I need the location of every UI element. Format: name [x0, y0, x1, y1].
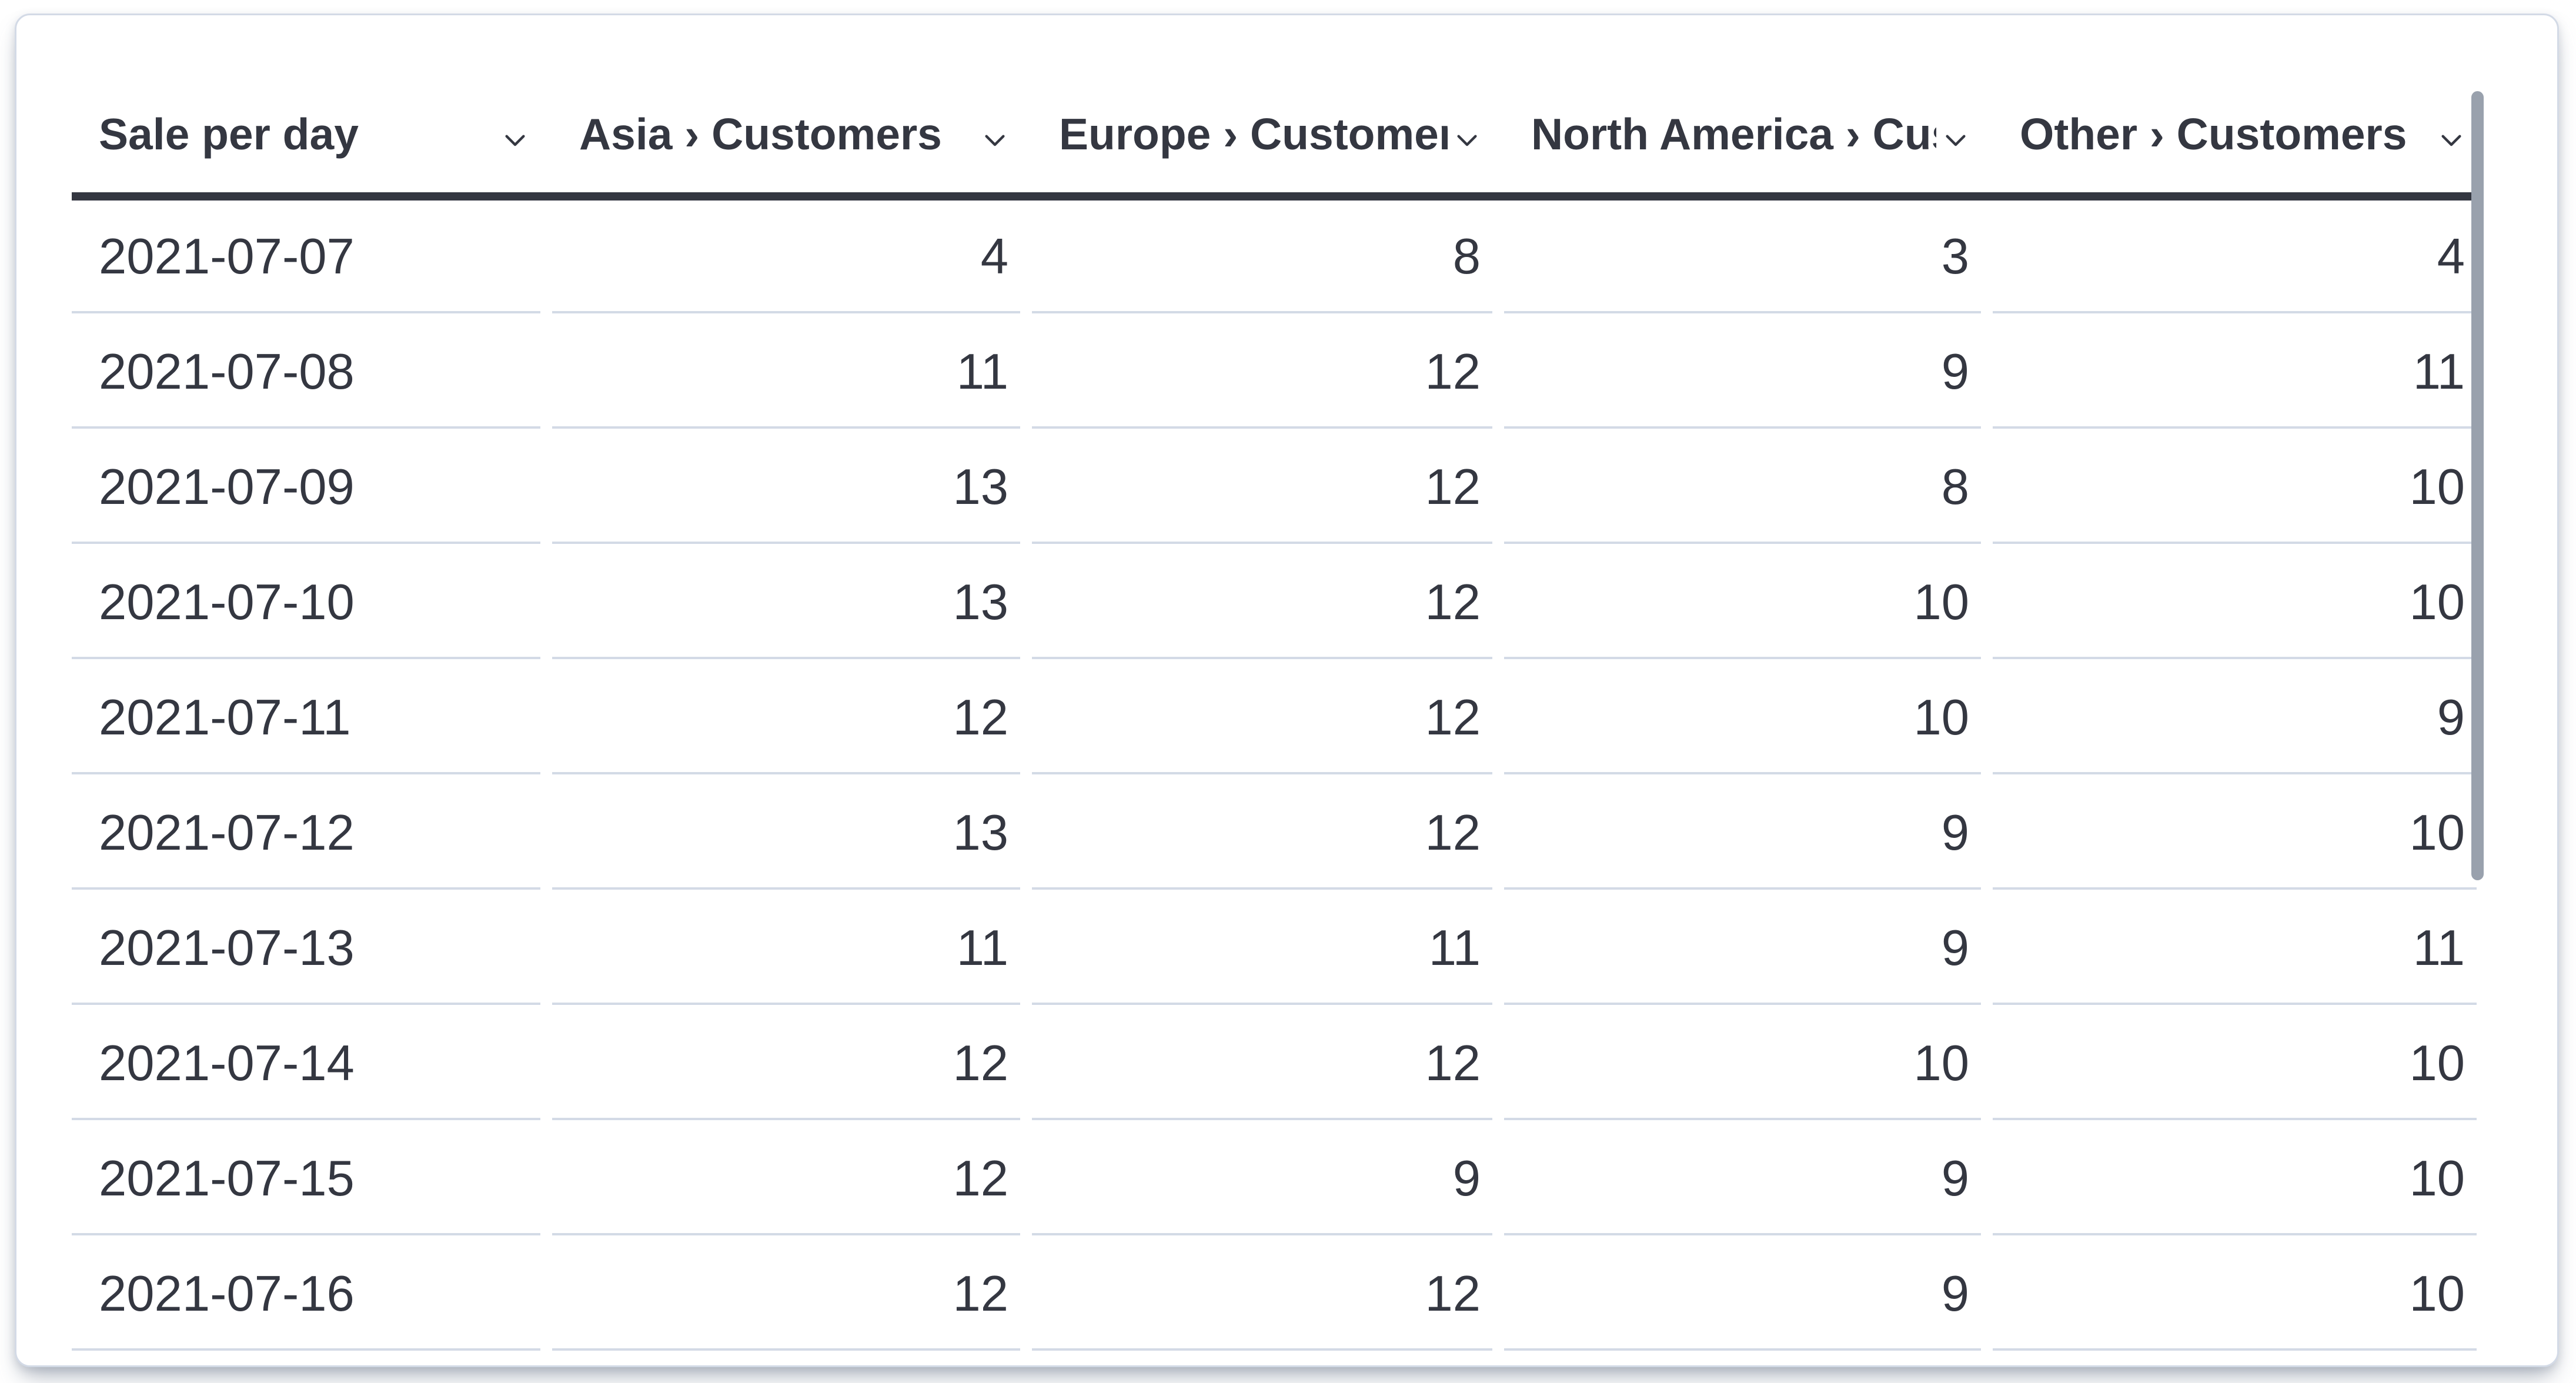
table-row: 2021-07-12 13 12 9 10	[72, 777, 2477, 892]
chevron-down-icon[interactable]	[502, 126, 529, 153]
table-cell-europe: 12	[1032, 777, 1492, 890]
table-cell-asia: 4	[552, 201, 1020, 313]
table-cell-other: 9	[1993, 662, 2477, 774]
column-header-label: Sale per day	[99, 109, 359, 159]
table-cell-other: 4	[1993, 201, 2477, 313]
table-cell-date: 2021-07-14	[72, 1007, 540, 1120]
table-cell-date: 2021-07-16	[72, 1238, 540, 1351]
table-cell-other: 11	[1993, 316, 2477, 429]
table-cell-date: 2021-07-13	[72, 892, 540, 1005]
table-cell-asia: 12	[552, 1238, 1020, 1351]
table-cell-north_america: 8	[1504, 431, 1981, 544]
chevron-down-icon[interactable]	[1942, 126, 1969, 153]
table-header-row: Sale per day Asia › Customers Europe › C…	[72, 15, 2477, 201]
column-header-europe-customers[interactable]: Europe › Customers	[1032, 108, 1492, 192]
table-cell-north_america: 9	[1504, 316, 1981, 429]
table-cell-other: 11	[1993, 892, 2477, 1005]
table-cell-asia: 13	[552, 777, 1020, 890]
table-cell-asia: 11	[552, 892, 1020, 1005]
table-cell-date: 2021-07-08	[72, 316, 540, 429]
table-cell-asia: 13	[552, 431, 1020, 544]
table-cell-other: 10	[1993, 546, 2477, 659]
table-cell-north_america: 3	[1504, 201, 1981, 313]
table-cell-asia: 11	[552, 316, 1020, 429]
table-body: 2021-07-07 4 8 3 4 2021-07-08 11 12 9 11 2021-07-0…	[72, 201, 2477, 1353]
table-cell-europe: 11	[1032, 892, 1492, 1005]
column-header-sale-per-day[interactable]: Sale per day	[72, 108, 540, 192]
table-cell-north_america: 10	[1504, 546, 1981, 659]
table-cell-europe: 12	[1032, 1238, 1492, 1351]
table-cell-europe: 9	[1032, 1123, 1492, 1235]
vertical-scrollbar-thumb[interactable]	[2471, 91, 2484, 880]
table-cell-europe: 12	[1032, 546, 1492, 659]
column-header-label: Other › Customers	[2020, 109, 2407, 159]
data-table: Sale per day Asia › Customers Europe › C…	[72, 15, 2477, 1353]
table-row: 2021-07-15 12 9 9 10	[72, 1123, 2477, 1238]
table-cell-asia: 12	[552, 1007, 1020, 1120]
table-cell-date: 2021-07-12	[72, 777, 540, 890]
table-row: 2021-07-14 12 12 10 10	[72, 1007, 2477, 1123]
chevron-down-icon[interactable]	[981, 126, 1008, 153]
table-cell-north_america: 9	[1504, 892, 1981, 1005]
table-cell-date: 2021-07-07	[72, 201, 540, 313]
table-row: 2021-07-11 12 12 10 9	[72, 662, 2477, 777]
table-cell-north_america: 9	[1504, 777, 1981, 890]
table-row: 2021-07-09 13 12 8 10	[72, 431, 2477, 546]
table-cell-north_america: 9	[1504, 1123, 1981, 1235]
column-header-label: Europe › Customers	[1059, 109, 1448, 159]
column-header-north-america-customers[interactable]: North America › Customers	[1504, 108, 1981, 192]
column-header-other-customers[interactable]: Other › Customers	[1993, 108, 2477, 192]
table-row: 2021-07-08 11 12 9 11	[72, 316, 2477, 431]
table-cell-date: 2021-07-09	[72, 431, 540, 544]
table-cell-asia: 13	[552, 546, 1020, 659]
table-cell-europe: 12	[1032, 1007, 1492, 1120]
table-cell-north_america: 10	[1504, 1007, 1981, 1120]
table-cell-north_america: 10	[1504, 662, 1981, 774]
column-header-asia-customers[interactable]: Asia › Customers	[552, 108, 1020, 192]
chevron-down-icon[interactable]	[1454, 126, 1481, 153]
datatable-panel: Sale per day Asia › Customers Europe › C…	[15, 14, 2559, 1367]
table-cell-other: 10	[1993, 431, 2477, 544]
table-cell-date: 2021-07-10	[72, 546, 540, 659]
table-cell-asia: 12	[552, 662, 1020, 774]
column-header-label: North America › Customers	[1531, 109, 1936, 159]
table-cell-other: 10	[1993, 1123, 2477, 1235]
table-cell-europe: 8	[1032, 201, 1492, 313]
table-cell-europe: 12	[1032, 316, 1492, 429]
column-header-label: Asia › Customers	[579, 109, 942, 159]
table-cell-other: 10	[1993, 1007, 2477, 1120]
table-cell-other: 10	[1993, 1238, 2477, 1351]
table-cell-europe: 12	[1032, 431, 1492, 544]
table-row: 2021-07-10 13 12 10 10	[72, 546, 2477, 662]
table-cell-asia: 12	[552, 1123, 1020, 1235]
chevron-down-icon[interactable]	[2438, 126, 2465, 153]
table-cell-north_america: 9	[1504, 1238, 1981, 1351]
table-row: 2021-07-16 12 12 9 10	[72, 1238, 2477, 1353]
table-cell-date: 2021-07-11	[72, 662, 540, 774]
table-cell-europe: 12	[1032, 662, 1492, 774]
table-row: 2021-07-07 4 8 3 4	[72, 201, 2477, 316]
table-cell-date: 2021-07-15	[72, 1123, 540, 1235]
table-cell-other: 10	[1993, 777, 2477, 890]
table-row: 2021-07-13 11 11 9 11	[72, 892, 2477, 1007]
